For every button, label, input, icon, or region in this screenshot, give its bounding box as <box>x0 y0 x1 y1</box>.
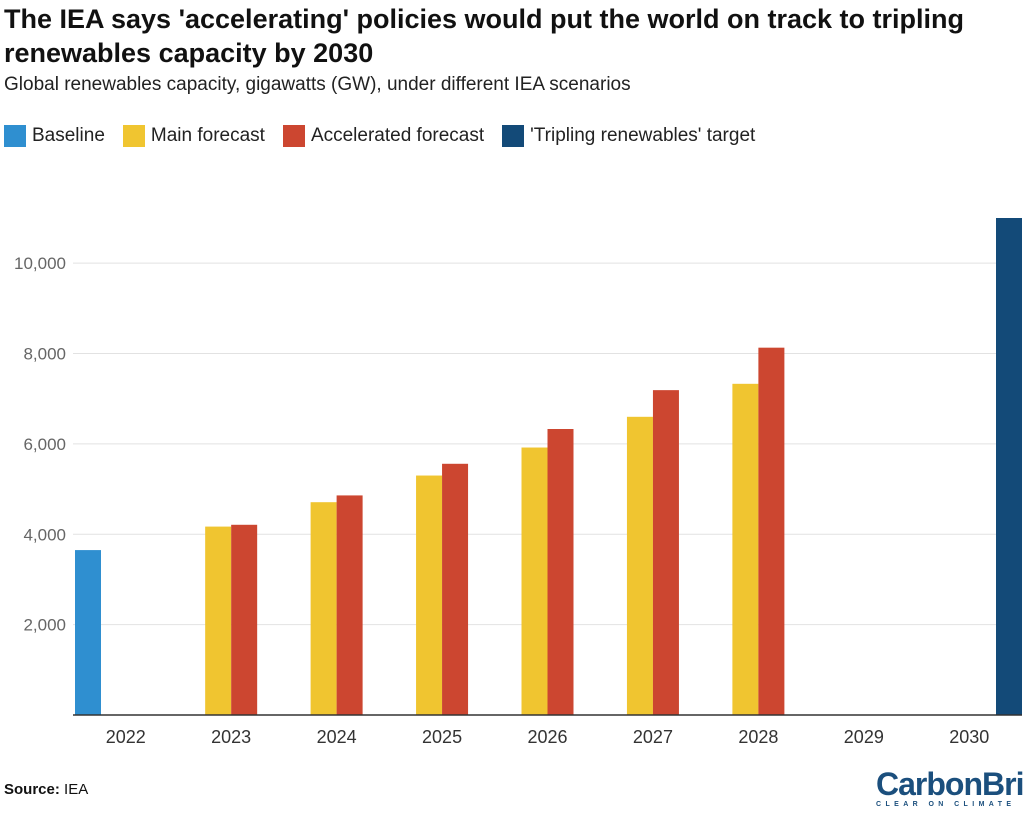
source-value: IEA <box>64 781 89 798</box>
legend-swatch-accelerated-forecast <box>282 125 305 147</box>
bar-main-forecast-2026 <box>521 447 548 715</box>
bar-main-forecast-2027 <box>626 416 653 715</box>
bar-main-forecast-2028 <box>732 383 759 715</box>
x-tick-label-2026: 2026 <box>527 727 567 747</box>
bar-chart: 2,000 4,000 6,000 8,000 10,000 2022 2023 2024 20… <box>14 218 1022 747</box>
x-tick-label-2027: 2027 <box>633 727 673 747</box>
carbon-brief-logo: CarbonBrief CLEAR ON CLIMATE <box>876 766 1024 808</box>
bar-accelerated-forecast-2023 <box>231 524 258 715</box>
y-tick-label-10000: 10,000 <box>14 254 66 273</box>
bar-baseline-2022 <box>75 550 101 715</box>
x-tick-label-2022: 2022 <box>106 727 146 747</box>
bar-main-forecast-2025 <box>416 475 443 715</box>
legend: Baseline Main forecast Accelerated forec… <box>4 125 773 147</box>
legend-swatch-main-forecast <box>122 125 145 147</box>
legend-item-baseline: Baseline <box>4 125 105 147</box>
x-tick-label-2030: 2030 <box>949 727 989 747</box>
bar-accelerated-forecast-2024 <box>336 495 363 715</box>
bar-main-forecast-2023 <box>205 526 232 715</box>
x-tick-label-2024: 2024 <box>317 727 357 747</box>
legend-label-main-forecast: Main forecast <box>150 125 265 146</box>
bar-accelerated-forecast-2026 <box>547 428 574 715</box>
bar-accelerated-forecast-2028 <box>758 347 785 715</box>
bar-accelerated-forecast-2027 <box>652 390 679 715</box>
legend-swatch-tripling-target <box>502 125 525 147</box>
legend-label-tripling-target: 'Tripling renewables' target <box>530 125 756 146</box>
x-tick-label-2028: 2028 <box>738 727 778 747</box>
x-tick-label-2029: 2029 <box>844 727 884 747</box>
x-tick-label-2023: 2023 <box>211 727 251 747</box>
legend-label-baseline: Baseline <box>32 125 105 146</box>
legend-swatch-baseline <box>4 125 26 147</box>
source-label: Source: <box>4 781 60 798</box>
y-tick-label-4000: 4,000 <box>23 525 66 544</box>
x-tick-label-2025: 2025 <box>422 727 462 747</box>
legend-item-main-forecast: Main forecast <box>122 125 265 147</box>
source-note: Source: IEA <box>4 781 88 798</box>
y-tick-label-8000: 8,000 <box>23 345 66 364</box>
logo-wordmark: CarbonBrief <box>876 766 1024 802</box>
chart-subtitle: Global renewables capacity, gigawatts (G… <box>4 74 631 95</box>
legend-item-tripling-target: 'Tripling renewables' target <box>502 125 755 147</box>
logo-tagline: CLEAR ON CLIMATE <box>876 801 1016 808</box>
bar-tripling-renewables-target-2030 <box>996 218 1022 715</box>
legend-label-accelerated-forecast: Accelerated forecast <box>310 125 485 146</box>
legend-item-accelerated-forecast: Accelerated forecast <box>282 125 485 147</box>
bar-accelerated-forecast-2025 <box>442 463 469 715</box>
y-tick-label-6000: 6,000 <box>23 435 66 454</box>
y-tick-label-2000: 2,000 <box>23 616 66 635</box>
bar-main-forecast-2024 <box>310 502 337 715</box>
chart-title: The IEA says 'accelerating' policies wou… <box>4 4 965 68</box>
